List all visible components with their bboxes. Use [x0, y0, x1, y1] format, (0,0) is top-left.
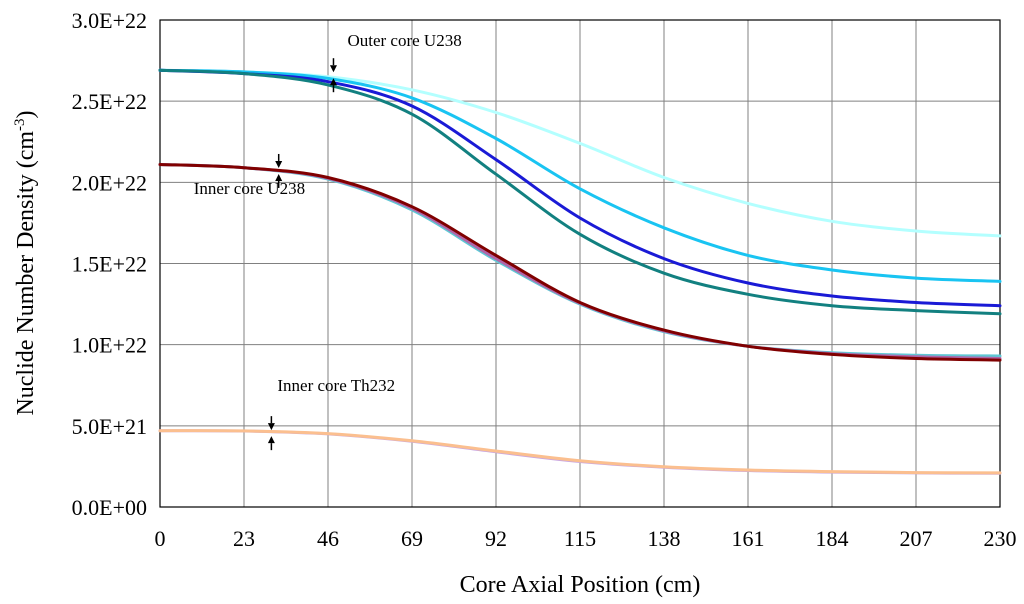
series-line	[158, 68, 1002, 316]
annotation-arrow-head	[267, 436, 275, 444]
annotations: Outer core U238 Inner core U238 Inner core…	[194, 31, 462, 451]
series-line	[158, 68, 1002, 283]
y-tick-label: 0.0E+00	[72, 495, 147, 520]
annotation-arrow-head	[267, 423, 275, 431]
y-tick-label: 3.0E+22	[72, 8, 147, 33]
y-tick-label: 5.0E+21	[72, 414, 147, 439]
y-axis-title: Nuclide Number Density (cm-3)	[12, 110, 39, 415]
series-lines	[158, 68, 1002, 475]
x-tick-label: 69	[401, 526, 423, 551]
x-tick-label: 138	[648, 526, 681, 551]
annotation-label: Inner core Th232	[277, 376, 395, 395]
x-tick-label: 207	[900, 526, 933, 551]
x-tick-label: 23	[233, 526, 255, 551]
series-line	[158, 429, 1002, 475]
x-tick-label: 161	[732, 526, 765, 551]
annotation-label: Outer core U238	[347, 31, 461, 50]
annotation-arrow-head	[329, 78, 337, 86]
x-tick-label: 230	[984, 526, 1017, 551]
y-tick-label: 1.5E+22	[72, 252, 147, 277]
grid	[160, 20, 1000, 507]
y-tick-label: 2.5E+22	[72, 89, 147, 114]
x-tick-label: 0	[155, 526, 166, 551]
x-axis-title: Core Axial Position (cm)	[460, 572, 701, 598]
x-tick-label: 92	[485, 526, 507, 551]
y-axis-title-superscript: -3	[12, 118, 28, 131]
x-tick-label: 184	[816, 526, 849, 551]
y-axis-title-main: Nuclide Number Density (cm	[13, 131, 39, 416]
annotation-arrow-head	[275, 173, 283, 181]
y-tick-labels: 0.0E+00 5.0E+21 1.0E+22 1.5E+22 2.0E+22 2.5E+…	[72, 8, 147, 520]
y-tick-label: 1.0E+22	[72, 333, 147, 358]
series-line	[158, 163, 1002, 362]
x-tick-label: 46	[317, 526, 339, 551]
annotation-arrow-head	[275, 160, 283, 168]
series-line	[158, 68, 1002, 308]
x-tick-labels: 0 23 46 69 92 115 138 161 184 207 230	[155, 526, 1017, 551]
annotation-label: Inner core U238	[194, 179, 305, 198]
plot-frame	[159, 19, 1001, 508]
annotation-arrow-head	[329, 65, 337, 73]
y-tick-label: 2.0E+22	[72, 170, 147, 195]
y-axis-title-close: )	[13, 110, 39, 118]
x-tick-label: 115	[564, 526, 596, 551]
